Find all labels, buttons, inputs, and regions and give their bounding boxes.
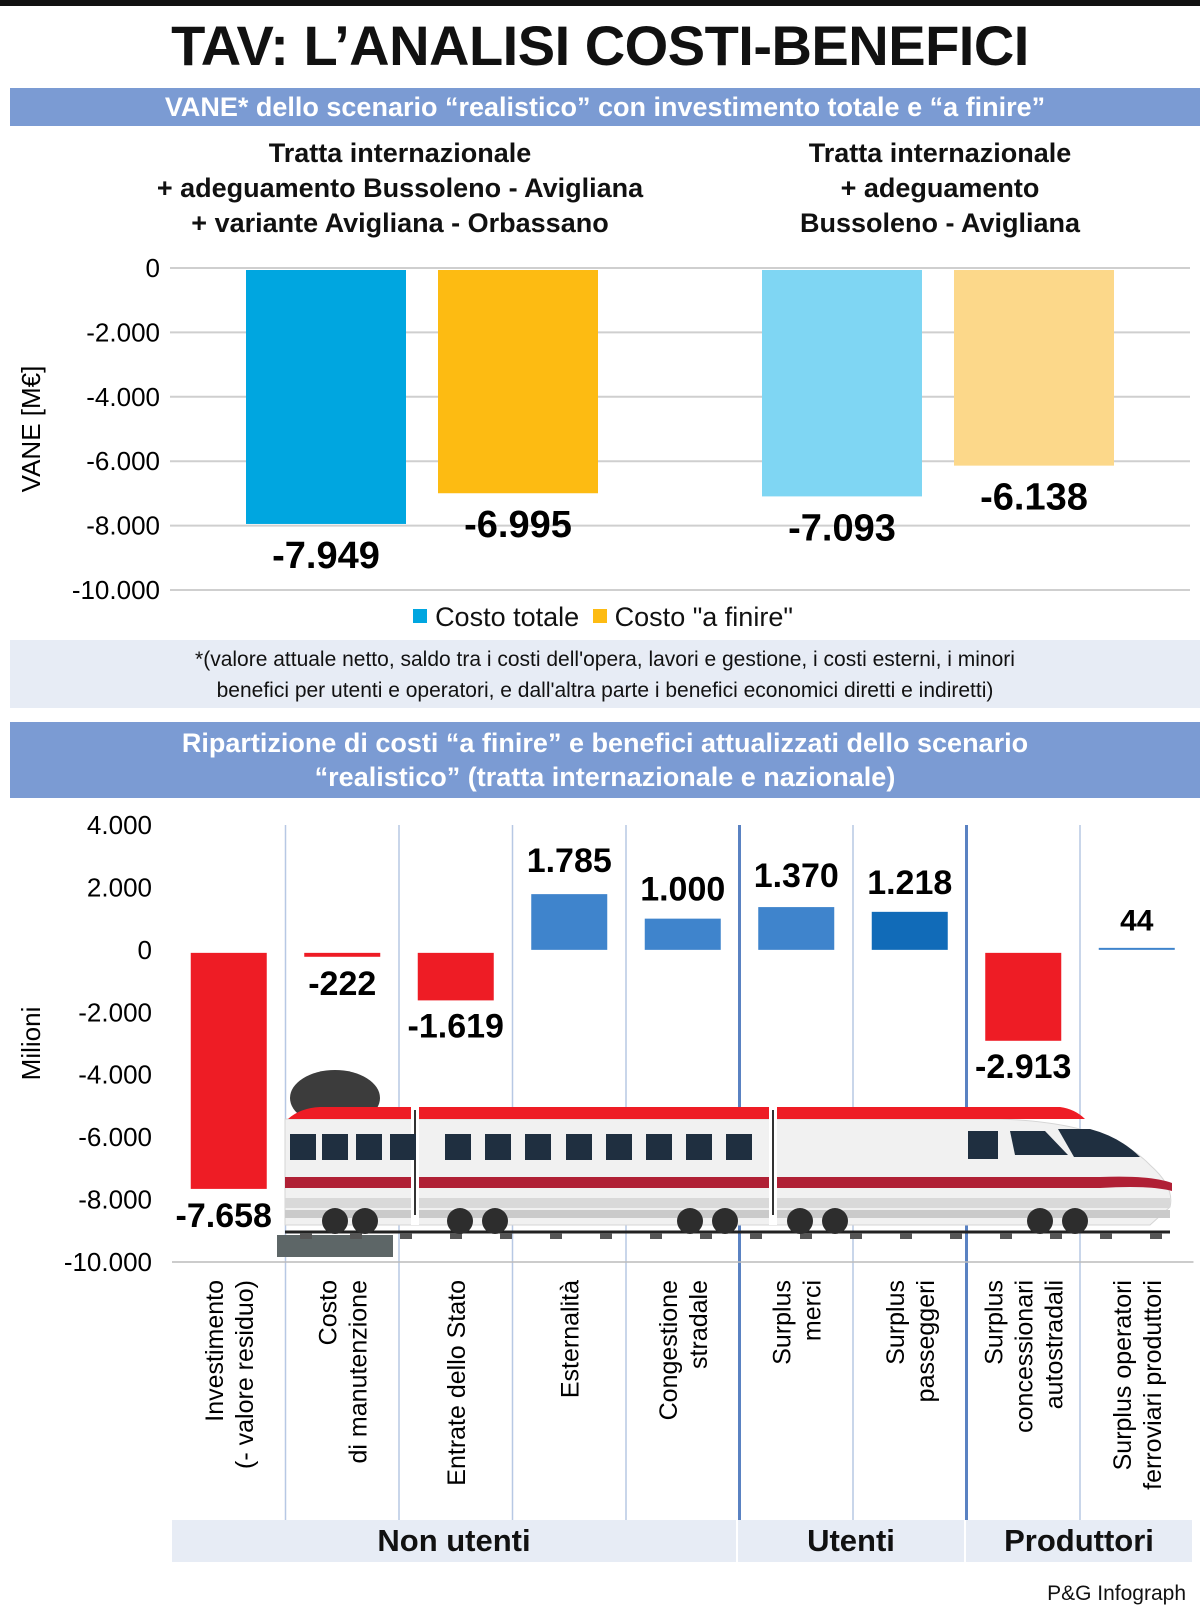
data-label: 1.000 xyxy=(640,871,725,909)
y-tick-label: -4.000 xyxy=(78,1060,152,1090)
category-label: concessionari xyxy=(1010,1280,1038,1433)
category-group-produttori: Produttori xyxy=(966,1520,1192,1562)
category-label: Entrate dello Stato xyxy=(443,1280,471,1486)
category-label: Surplus xyxy=(980,1280,1008,1365)
group2-title-line: Tratta internazionale xyxy=(808,138,1072,168)
group1-title-line: Tratta internazionale xyxy=(268,138,532,168)
bar xyxy=(758,907,835,950)
footnote: *(valore attuale netto, saldo tra i cost… xyxy=(10,640,1200,708)
data-label: -7.949 xyxy=(272,535,380,577)
y-tick-label: -2.000 xyxy=(78,997,152,1027)
y-axis-label: VANE [M€] xyxy=(16,366,46,493)
y-tick-label: -8.000 xyxy=(86,511,160,541)
category-label: stradale xyxy=(685,1280,713,1369)
footnote-line: benefici per utenti e operatori, e dall'… xyxy=(216,679,994,702)
y-axis-label: Milioni xyxy=(16,1007,46,1081)
category-label: Costo xyxy=(314,1280,342,1345)
bar xyxy=(417,952,494,1001)
category-group-utenti: Utenti xyxy=(738,1520,964,1562)
legend-label-costo-totale: Costo totale xyxy=(435,602,580,632)
category-label: di manutenzione xyxy=(344,1280,372,1463)
group2-title-line: + adeguamento xyxy=(840,173,1040,203)
y-tick-label: 0 xyxy=(138,935,152,965)
data-label: 1.785 xyxy=(527,842,612,880)
category-group-non-utenti: Non utenti xyxy=(172,1520,736,1562)
data-label: -1.619 xyxy=(408,1007,504,1045)
data-label: 44 xyxy=(1120,904,1154,937)
category-label: Investimento xyxy=(201,1280,229,1422)
y-tick-label: 4.000 xyxy=(87,810,152,840)
bar xyxy=(304,952,381,957)
y-tick-label: -4.000 xyxy=(86,382,160,412)
data-label: -7.093 xyxy=(788,507,896,549)
bar xyxy=(1098,947,1175,950)
category-label: (- valore residuo) xyxy=(231,1280,259,1469)
bar xyxy=(644,918,721,950)
category-label: Surplus xyxy=(882,1280,910,1365)
footnote-line: *(valore attuale netto, saldo tra i cost… xyxy=(195,648,1015,671)
category-label: ferroviari produttori xyxy=(1139,1280,1167,1490)
category-label: merci xyxy=(798,1280,826,1341)
category-label: Esternalità xyxy=(556,1280,584,1398)
category-label: Surplus xyxy=(768,1280,796,1365)
vane-bar-chart: 0 -2.000 -4.000 -6.000 -8.000 -10.000 VANE [M€… xyxy=(16,253,1190,605)
bar xyxy=(985,952,1062,1041)
bar xyxy=(954,270,1114,466)
top-rule xyxy=(0,0,1200,6)
legend-swatch-costo-totale xyxy=(413,609,428,623)
y-tick-label: 2.000 xyxy=(87,872,152,902)
group1-title: Tratta internazionale + adeguamento Buss… xyxy=(90,136,710,241)
ripartizione-bar-chart: 4.000 2.000 0 -2.000 -4.000 -6.000 -8.000 -10.0… xyxy=(16,810,1194,1520)
category-label: Congestione xyxy=(655,1280,683,1420)
legend-swatch-costo-a-finire xyxy=(592,609,607,623)
legend-label-costo-a-finire: Costo "a finire" xyxy=(614,602,793,632)
category-label: passeggeri xyxy=(912,1280,940,1402)
section2-header: Ripartizione di costi “a finire” e benef… xyxy=(10,722,1200,798)
train-illustration xyxy=(277,1070,1172,1257)
data-label: -6.138 xyxy=(980,477,1088,519)
data-label: -6.995 xyxy=(464,504,572,546)
group2-title-line: Bussoleno - Avigliana xyxy=(799,208,1081,238)
data-label: -7.658 xyxy=(176,1197,272,1235)
y-tick-label: -6.000 xyxy=(86,446,160,476)
y-tick-label: -10.000 xyxy=(72,575,160,605)
bar xyxy=(246,270,406,524)
y-tick-label: -2.000 xyxy=(86,317,160,347)
bar xyxy=(190,952,267,1189)
section2-header-line: “realistico” (tratta internazionale e na… xyxy=(314,762,896,792)
y-tick-label: -10.000 xyxy=(64,1247,152,1277)
bar xyxy=(531,894,608,950)
group2-title: Tratta internazionale + adeguamento Buss… xyxy=(720,136,1160,241)
data-label: 1.370 xyxy=(754,857,839,895)
y-tick-label: 0 xyxy=(146,253,160,283)
y-tick-label: -8.000 xyxy=(78,1185,152,1215)
section1-header: VANE* dello scenario “realistico” con in… xyxy=(10,88,1200,126)
group1-title-line: + adeguamento Bussoleno - Avigliana xyxy=(156,173,644,203)
group1-title-line: + variante Avigliana - Orbassano xyxy=(191,208,609,238)
data-label: 1.218 xyxy=(867,864,952,902)
bar xyxy=(762,270,922,497)
data-label: -2.913 xyxy=(975,1048,1071,1086)
category-label: autostradali xyxy=(1040,1280,1068,1409)
section2-header-line: Ripartizione di costi “a finire” e benef… xyxy=(181,728,1029,758)
y-tick-label: -6.000 xyxy=(78,1122,152,1152)
bar xyxy=(871,911,948,950)
bar xyxy=(438,270,598,494)
chart1-legend: Costo totale Costo "a finire" xyxy=(0,602,1200,633)
data-label: -222 xyxy=(308,965,376,1003)
page-title: TAV: L’ANALISI COSTI-BENEFICI xyxy=(171,14,1029,77)
category-label: Surplus operatori xyxy=(1109,1280,1137,1470)
credit: P&G Infograph xyxy=(1047,1582,1186,1605)
